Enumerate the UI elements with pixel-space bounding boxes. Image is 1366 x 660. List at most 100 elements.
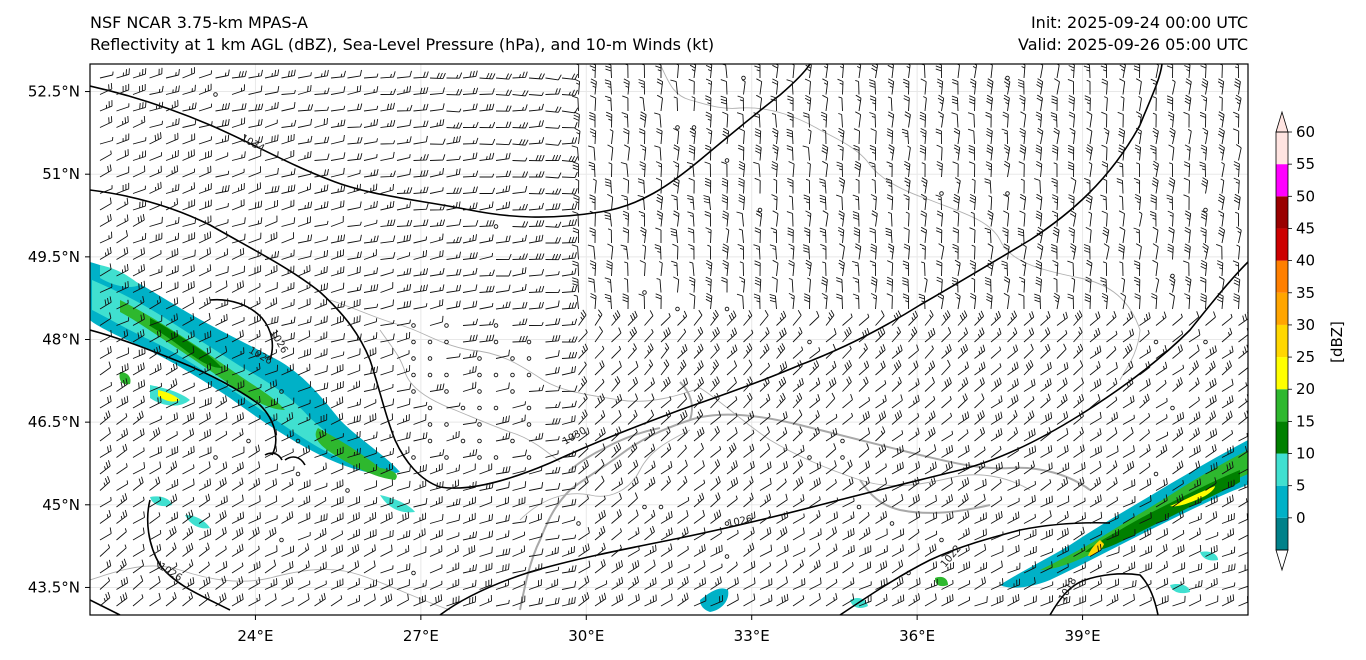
wind-barb (479, 513, 493, 524)
wind-barb (792, 346, 804, 359)
wind-barb (495, 548, 511, 557)
wind-barb (611, 593, 624, 607)
wind-barb (853, 144, 860, 161)
wind-barb (1121, 277, 1126, 293)
wind-barb (347, 544, 360, 557)
wind-barb (248, 118, 263, 128)
wind-barb (215, 184, 230, 194)
wind-barb (722, 111, 729, 128)
wind-barb (825, 543, 838, 557)
wind-barb (1172, 480, 1184, 491)
wind-barb (1106, 460, 1118, 475)
wind-barb (819, 194, 827, 211)
wind-barb (132, 200, 147, 211)
wind-barb (1139, 495, 1152, 508)
wind-barb (1205, 511, 1218, 524)
wind-barb (908, 344, 919, 359)
wind-barb (198, 70, 212, 79)
calm-wind-marker (295, 471, 301, 477)
wind-barb (198, 461, 211, 475)
wind-barb (1232, 128, 1240, 145)
wind-barb (330, 462, 344, 475)
wind-barb (347, 201, 362, 211)
wind-barb (924, 561, 938, 574)
wind-barb (578, 343, 589, 359)
wind-barb (347, 136, 363, 145)
wind-barb (1232, 260, 1240, 277)
wind-barb (314, 298, 328, 310)
wind-barb (314, 513, 328, 524)
wind-barb (990, 377, 1002, 392)
wind-barb (792, 327, 803, 343)
wind-barb (974, 344, 986, 359)
wind-barb (1106, 445, 1119, 458)
wind-barb (479, 269, 495, 277)
wind-barb (297, 363, 311, 376)
wind-barb (1184, 293, 1191, 310)
wind-barb (852, 293, 860, 310)
wind-barb (231, 247, 245, 260)
wind-barb (116, 493, 128, 508)
wind-barb (941, 511, 954, 524)
wind-barb (198, 429, 212, 442)
wind-barb (330, 119, 346, 128)
wind-barb (132, 165, 146, 178)
colorbar-label: [dBZ] (1328, 321, 1346, 363)
wind-barb (875, 528, 888, 541)
wind-barb (1169, 276, 1176, 293)
wind-barb (462, 512, 476, 524)
wind-barb (673, 96, 678, 112)
wind-barb (921, 162, 926, 178)
wind-barb (957, 527, 970, 541)
wind-barb (885, 227, 893, 244)
wind-barb (495, 139, 512, 146)
wind-barb (396, 136, 412, 145)
wind-barb (770, 227, 777, 244)
calm-wind-marker (279, 537, 284, 543)
wind-barb (875, 394, 887, 409)
wind-barb (644, 443, 656, 458)
wind-barb (396, 201, 412, 211)
wind-barb (182, 478, 195, 491)
wind-barb (1106, 546, 1120, 557)
wind-barb (1103, 127, 1110, 145)
wind-barb (149, 250, 162, 260)
wind-barb (802, 244, 810, 260)
wind-barb (363, 219, 378, 227)
calm-wind-marker (1005, 191, 1010, 196)
wind-barb (1122, 529, 1136, 541)
wind-barb (974, 576, 986, 590)
calm-wind-marker (427, 438, 433, 444)
wind-barb (842, 497, 855, 508)
wind-barb (825, 479, 837, 491)
wind-barb (644, 509, 656, 524)
wind-barb (1089, 361, 1101, 376)
wind-barb (1056, 343, 1067, 359)
wind-barb (971, 277, 976, 293)
wind-barb (1068, 95, 1075, 112)
wind-barb (1221, 594, 1235, 607)
wind-barb (921, 177, 928, 194)
wind-barb (545, 271, 560, 277)
wind-barb (1217, 78, 1225, 95)
wind-barb (396, 364, 411, 376)
wind-barb (215, 102, 230, 112)
wind-barb (248, 362, 261, 376)
wind-barb (726, 577, 739, 590)
wind-barb (149, 329, 162, 343)
wind-barb (116, 247, 129, 260)
latitude-axis: 52.5°N51°N49.5°N48°N46.5°N45°N43.5°N (28, 83, 90, 596)
wind-barb (627, 593, 640, 607)
wind-barb (594, 443, 606, 458)
wind-barb (1106, 578, 1119, 590)
wind-barb (819, 178, 827, 194)
wind-barb (495, 253, 512, 261)
wind-barb (1122, 414, 1135, 425)
wind-barb (1167, 243, 1174, 260)
wind-barb (1139, 329, 1150, 343)
calm-wind-marker (411, 323, 416, 328)
wind-barb (594, 509, 606, 524)
wind-barb (822, 160, 829, 178)
wind-barb (903, 194, 910, 211)
wind-barb (660, 410, 672, 425)
